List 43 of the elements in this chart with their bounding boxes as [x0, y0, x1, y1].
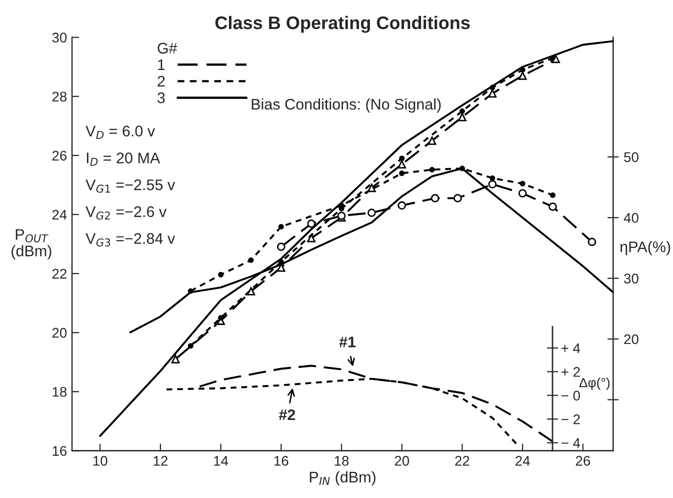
y-tick-label: 22	[52, 268, 66, 279]
y-tick-label: 26	[52, 150, 67, 161]
y-tick-label: 18	[52, 386, 67, 397]
legend-label: 3	[158, 92, 165, 104]
annotation: V$_{D}$ = 6.0 v	[86, 126, 156, 139]
x-tick-label: 18	[334, 456, 349, 466]
annotation: Bias Conditions: (No Signal)	[252, 98, 441, 113]
x-tick-label: 22	[455, 456, 470, 466]
x-tick-label: 26	[576, 456, 590, 466]
y3-axis-title: Δφ(°)	[579, 378, 610, 390]
y2-axis-title: ηPA(%)	[620, 241, 670, 256]
series-label: #2	[278, 409, 296, 420]
legend-title: G#	[158, 42, 178, 54]
y-tick-label: 30	[52, 32, 67, 43]
x-tick-label: 20	[394, 456, 410, 466]
y2-tick-label: 40	[624, 212, 638, 223]
annotation: V$_{G1}$ =−2.55 v	[86, 179, 176, 193]
y2-tick-label: 30	[624, 274, 638, 284]
series-label: #1	[339, 336, 356, 348]
y3-tick-label: − 2	[562, 414, 580, 424]
y2-tick-label: 20	[624, 334, 638, 344]
y-tick-label: 16	[52, 446, 67, 456]
y-axis-title: P$_{OUT}$ (dBm)	[12, 229, 52, 260]
x-tick-label: 14	[214, 456, 228, 466]
x-tick-label: 10	[93, 456, 108, 466]
x-tick-label: 16	[274, 456, 288, 466]
y-tick-label: 28	[52, 92, 67, 102]
legend-label: 1	[158, 59, 165, 70]
y-tick-label: 20	[52, 328, 67, 338]
x-tick-label: 24	[516, 456, 530, 466]
x-tick-label: 12	[154, 456, 168, 466]
y-tick-label: 24	[52, 210, 67, 220]
y2-tick-label: 50	[624, 152, 638, 162]
annotation: V$_{G2}$ =−2.6 v	[86, 206, 167, 220]
legend-label: 2	[158, 76, 165, 87]
y3-tick-label: − 4	[562, 438, 580, 448]
chart-title: Class B Operating Conditions	[215, 16, 470, 33]
y3-tick-label: + 4	[562, 343, 580, 354]
annotation: V$_{G3}$ =−2.84 v	[86, 233, 176, 246]
y3-tick-label: + 2	[562, 367, 580, 377]
x-axis-title: P$_{IN}$ (dBm)	[310, 471, 376, 486]
annotation: I$_{D}$ = 20 MA	[86, 152, 160, 166]
y3-tick-label: − 0	[562, 390, 580, 401]
